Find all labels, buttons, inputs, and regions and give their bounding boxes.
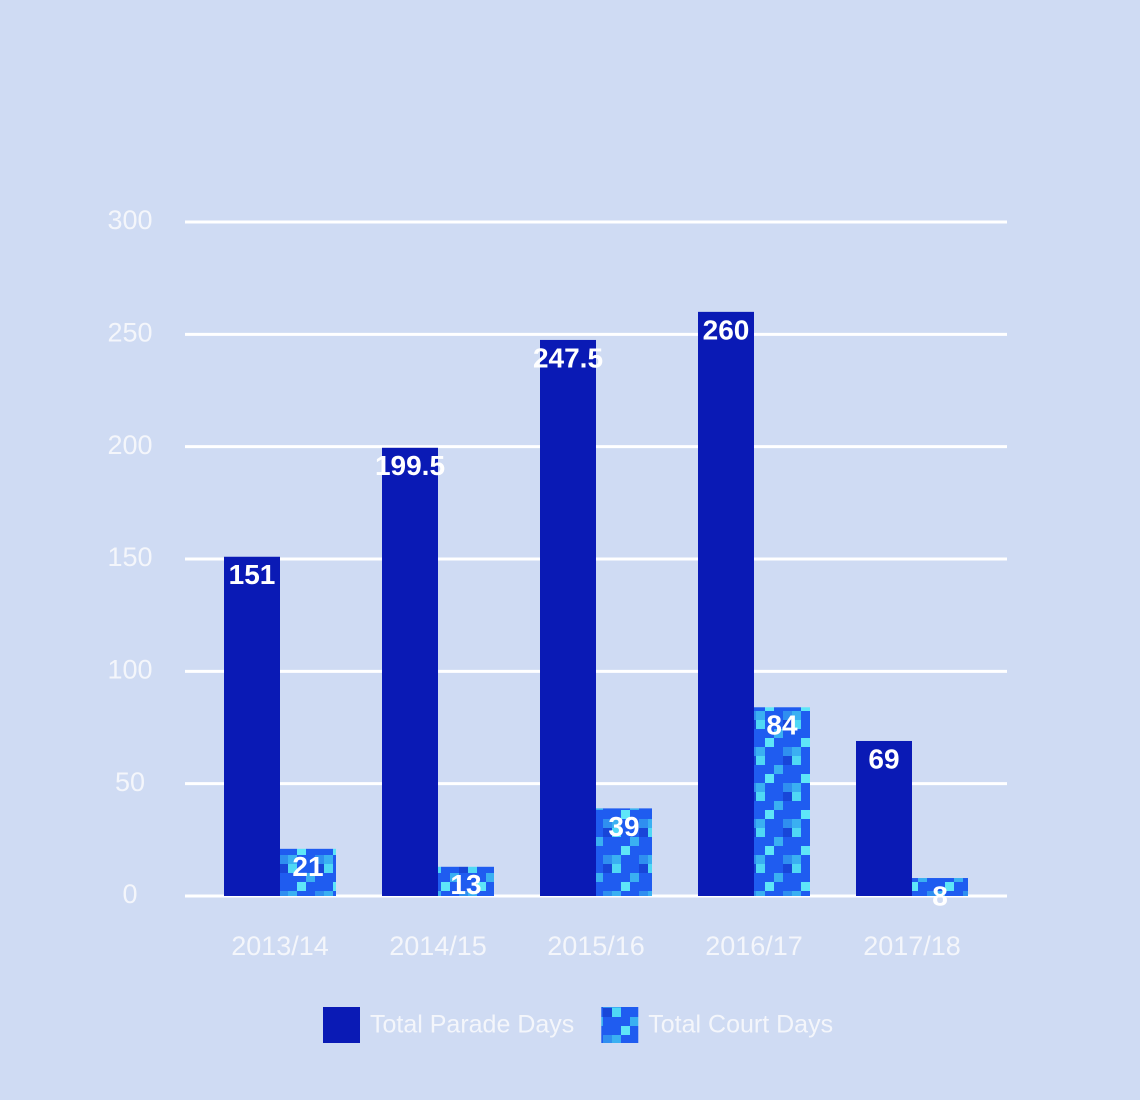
y-tick-label: 300 <box>107 205 152 235</box>
x-tick-label: 2017/18 <box>863 931 961 961</box>
bar <box>856 740 912 896</box>
bar <box>382 447 438 896</box>
y-tick-label: 100 <box>107 654 152 684</box>
x-tick-label: 2015/16 <box>547 931 645 961</box>
bar <box>280 848 336 896</box>
value-label: 13 <box>450 869 481 900</box>
value-label: 84 <box>766 710 798 741</box>
legend-swatch <box>601 1007 639 1043</box>
bar <box>698 311 754 896</box>
value-label: 247.5 <box>533 342 603 373</box>
y-tick-label: 250 <box>107 317 152 347</box>
value-label: 21 <box>292 851 323 882</box>
bar <box>596 808 652 896</box>
x-tick-label: 2013/14 <box>231 931 329 961</box>
bar <box>912 878 968 896</box>
y-tick-label: 150 <box>107 542 152 572</box>
y-tick-label: 200 <box>107 430 152 460</box>
legend-label: Total Parade Days <box>370 1011 574 1039</box>
y-tick-label: 0 <box>122 879 137 909</box>
value-label: 8 <box>932 880 948 911</box>
legend-swatch <box>323 1007 360 1043</box>
legend-label: Total Court Days <box>648 1011 833 1039</box>
value-label: 199.5 <box>375 450 445 481</box>
bar <box>754 707 810 896</box>
value-label: 260 <box>703 314 750 345</box>
x-tick-label: 2014/15 <box>389 931 487 961</box>
value-label: 69 <box>868 743 899 774</box>
value-label: 151 <box>229 559 276 590</box>
value-label: 39 <box>608 811 639 842</box>
y-tick-label: 50 <box>115 767 145 797</box>
bar <box>540 339 596 896</box>
x-tick-label: 2016/17 <box>705 931 803 961</box>
bar <box>438 866 494 896</box>
bar <box>224 556 280 896</box>
